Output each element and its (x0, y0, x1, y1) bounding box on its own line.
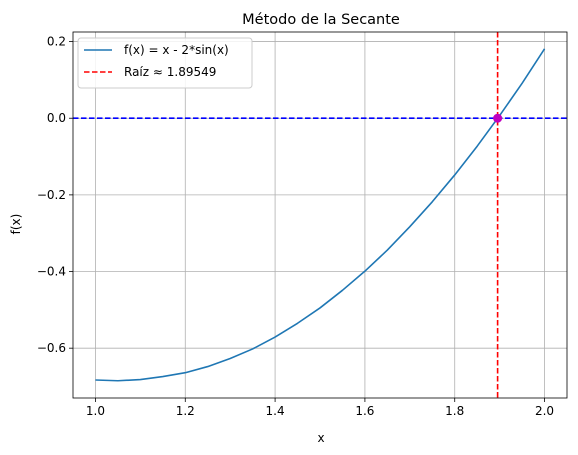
x-tick-label: 1.4 (266, 404, 285, 418)
y-tick-label: −0.4 (37, 265, 66, 279)
y-tick-label: −0.2 (37, 188, 66, 202)
series-lines (73, 32, 567, 398)
x-tick-label: 1.2 (176, 404, 195, 418)
legend: f(x) = x - 2*sin(x) Raíz ≈ 1.89549 (77, 37, 253, 89)
y-tick-label: −0.6 (37, 341, 66, 355)
legend-label-curve: f(x) = x - 2*sin(x) (124, 43, 229, 57)
x-axis-ticks: 1.0 1.2 1.4 1.6 1.8 2.0 (86, 398, 554, 418)
y-axis-ticks: −0.6 −0.4 −0.2 0.0 0.2 (37, 35, 73, 355)
root-point-marker (493, 113, 503, 123)
x-tick-label: 2.0 (535, 404, 554, 418)
chart-title: Método de la Secante (242, 12, 400, 28)
x-tick-label: 1.0 (86, 404, 105, 418)
plot-area (72, 31, 568, 399)
series-curve (95, 48, 546, 382)
plot-background (73, 32, 567, 398)
plot-frame (72, 31, 568, 399)
y-tick-label: 0.2 (47, 35, 66, 49)
x-axis-label: x (317, 431, 324, 445)
legend-box (77, 37, 253, 89)
x-tick-label: 1.6 (355, 404, 374, 418)
y-tick-label: 0.0 (47, 111, 66, 125)
x-tick-label: 1.8 (445, 404, 464, 418)
y-axis-label: f(x) (9, 214, 23, 235)
legend-label-root: Raíz ≈ 1.89549 (124, 65, 216, 79)
